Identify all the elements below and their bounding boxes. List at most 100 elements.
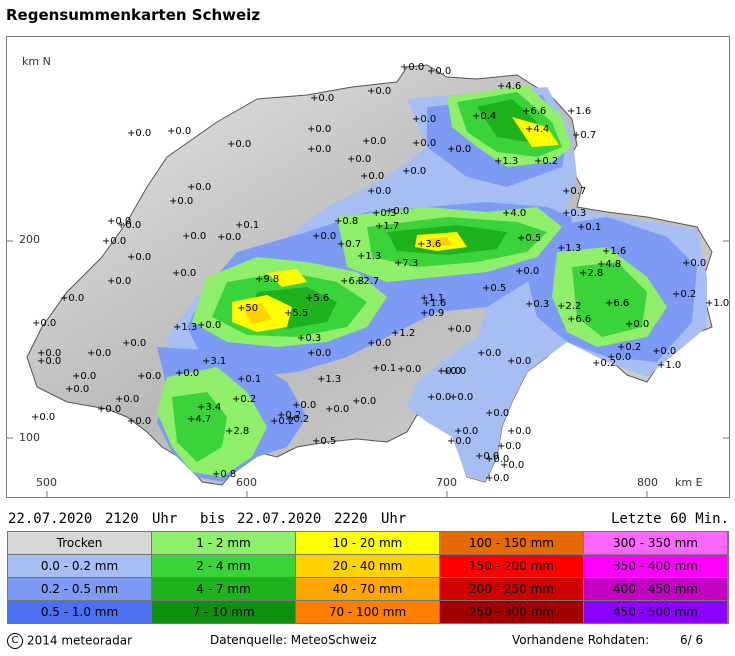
station-value: +2.7 bbox=[355, 276, 380, 287]
station-value: +0.8 bbox=[334, 216, 359, 227]
copyright-text: 2014 meteoradar bbox=[27, 633, 133, 648]
axis-north-label: km N bbox=[22, 55, 51, 68]
station-value: +0.2 bbox=[232, 394, 257, 405]
legend-item: 70 - 100 mm bbox=[296, 601, 440, 624]
station-value: +4.6 bbox=[497, 81, 522, 92]
station-value: +0.5 bbox=[517, 233, 542, 244]
station-value: +4.8 bbox=[597, 259, 622, 270]
station-value: +0.0 bbox=[169, 196, 194, 207]
legend-item: 10 - 20 mm bbox=[296, 532, 440, 555]
station-value: +0.7 bbox=[562, 186, 587, 197]
station-value: +0.0 bbox=[447, 436, 472, 447]
station-value: +0.0 bbox=[37, 356, 62, 367]
data-source: Datenquelle: MeteoSchweiz bbox=[210, 633, 377, 647]
station-value: +0.0 bbox=[607, 352, 632, 363]
station-value: +6.6 bbox=[522, 106, 547, 117]
station-value: +0.0 bbox=[360, 171, 385, 182]
station-value: +0.3 bbox=[297, 333, 322, 344]
precipitation-legend: Trocken 0.0 - 0.2 mm 0.2 - 0.5 mm 0.5 - 1.0… bbox=[7, 531, 729, 624]
station-value: +0.0 bbox=[447, 324, 472, 335]
station-value: +0.0 bbox=[310, 93, 335, 104]
station-value: +0.0 bbox=[454, 426, 479, 437]
station-value: +0.0 bbox=[682, 258, 707, 269]
legend-item: 300 - 350 mm bbox=[584, 532, 728, 555]
time-to-date: 22.07.2020 bbox=[237, 511, 322, 527]
station-value: +6.6 bbox=[567, 314, 592, 325]
station-value: +0.0 bbox=[175, 368, 200, 379]
station-value: +0.0 bbox=[412, 114, 437, 125]
station-value: +0.0 bbox=[60, 293, 85, 304]
station-value: +0.0 bbox=[127, 128, 152, 139]
station-value: +4.0 bbox=[502, 208, 527, 219]
station-value: +0.1 bbox=[577, 222, 602, 233]
station-value: +0.0 bbox=[400, 62, 425, 73]
station-value: +0.0 bbox=[117, 220, 142, 231]
time-bis: bis bbox=[200, 511, 226, 527]
station-value: +0.2 bbox=[285, 414, 310, 425]
axis-x-tick-600: 600 bbox=[236, 476, 257, 489]
station-value: +1.7 bbox=[375, 221, 400, 232]
station-value: +0.0 bbox=[107, 216, 132, 227]
station-value: +0.0 bbox=[412, 138, 437, 149]
station-value: +0.7 bbox=[572, 130, 597, 141]
legend-item: 350 - 400 mm bbox=[584, 555, 728, 578]
station-value: +0.0 bbox=[500, 460, 525, 471]
station-value: +0.0 bbox=[312, 231, 337, 242]
station-value: +0.0 bbox=[352, 396, 377, 407]
station-value: +0.0 bbox=[292, 400, 317, 411]
time-from-time: 2120 bbox=[105, 511, 139, 527]
station-value: +3.1 bbox=[202, 356, 227, 367]
axis-y-tick-200: 200 bbox=[19, 233, 40, 246]
station-value: +0.0 bbox=[485, 408, 510, 419]
station-value: +0.0 bbox=[325, 404, 350, 415]
precipitation-map[interactable]: km N 200 100 500 600 700 800 km E +0.0 +0… bbox=[6, 36, 730, 498]
page-title: Regensummenkarten Schweiz bbox=[6, 6, 261, 24]
station-value: +1.0 bbox=[657, 360, 682, 371]
station-value: +1.1 bbox=[420, 293, 445, 304]
station-value: +0.1 bbox=[237, 374, 262, 385]
legend-item: 0.0 - 0.2 mm bbox=[8, 555, 152, 578]
station-value: +0.0 bbox=[167, 126, 192, 137]
station-value: +0.1 bbox=[235, 220, 260, 231]
station-value: +0.0 bbox=[397, 364, 422, 375]
axis-x-tick-800: 800 bbox=[637, 476, 658, 489]
station-value: +0.0 bbox=[385, 206, 410, 217]
legend-item: 4 - 7 mm bbox=[152, 578, 296, 601]
raw-data-label: Vorhandene Rohdaten: bbox=[512, 633, 650, 647]
legend-item: 200 - 250 mm bbox=[440, 578, 584, 601]
station-value: +0.2 bbox=[270, 416, 295, 427]
legend-item: Trocken bbox=[8, 532, 152, 555]
station-value: +0.0 bbox=[72, 371, 97, 382]
station-value: +5.5 bbox=[284, 308, 309, 319]
station-value: +0.0 bbox=[449, 392, 474, 403]
station-value: +0.2 bbox=[534, 156, 559, 167]
station-value: +2.8 bbox=[579, 268, 604, 279]
legend-item: 7 - 10 mm bbox=[152, 601, 296, 624]
station-value: +3.4 bbox=[197, 402, 222, 413]
axis-y-tick-100: 100 bbox=[19, 431, 40, 444]
station-value: +1.3 bbox=[317, 374, 342, 385]
station-value: +0.0 bbox=[122, 338, 147, 349]
axis-east-label: km E bbox=[675, 476, 703, 489]
station-value: +0.0 bbox=[485, 473, 510, 484]
station-value: +0.0 bbox=[362, 136, 387, 147]
map-canvas bbox=[7, 64, 729, 497]
station-value: +0.0 bbox=[402, 166, 427, 177]
time-unit-2: Uhr bbox=[381, 511, 407, 527]
station-value: +0.3 bbox=[562, 208, 587, 219]
legend-item: 450 - 500 mm bbox=[584, 601, 728, 624]
station-value: +0.0 bbox=[37, 348, 62, 359]
legend-item: 2 - 4 mm bbox=[152, 555, 296, 578]
legend-item: 1 - 2 mm bbox=[152, 532, 296, 555]
legend-item: 20 - 40 mm bbox=[296, 555, 440, 578]
station-value: +0.5 bbox=[482, 283, 507, 294]
station-value: +5.6 bbox=[305, 293, 330, 304]
station-value: +0.8 bbox=[212, 469, 237, 480]
station-value: +0.0 bbox=[515, 266, 540, 277]
axis-x-tick-700: 700 bbox=[436, 476, 457, 489]
station-value: +0.0 bbox=[507, 356, 532, 367]
time-from-date: 22.07.2020 bbox=[8, 511, 93, 527]
station-value: +0.0 bbox=[437, 366, 462, 377]
station-value: +0.0 bbox=[347, 154, 372, 165]
copyright-icon: C bbox=[7, 633, 23, 649]
